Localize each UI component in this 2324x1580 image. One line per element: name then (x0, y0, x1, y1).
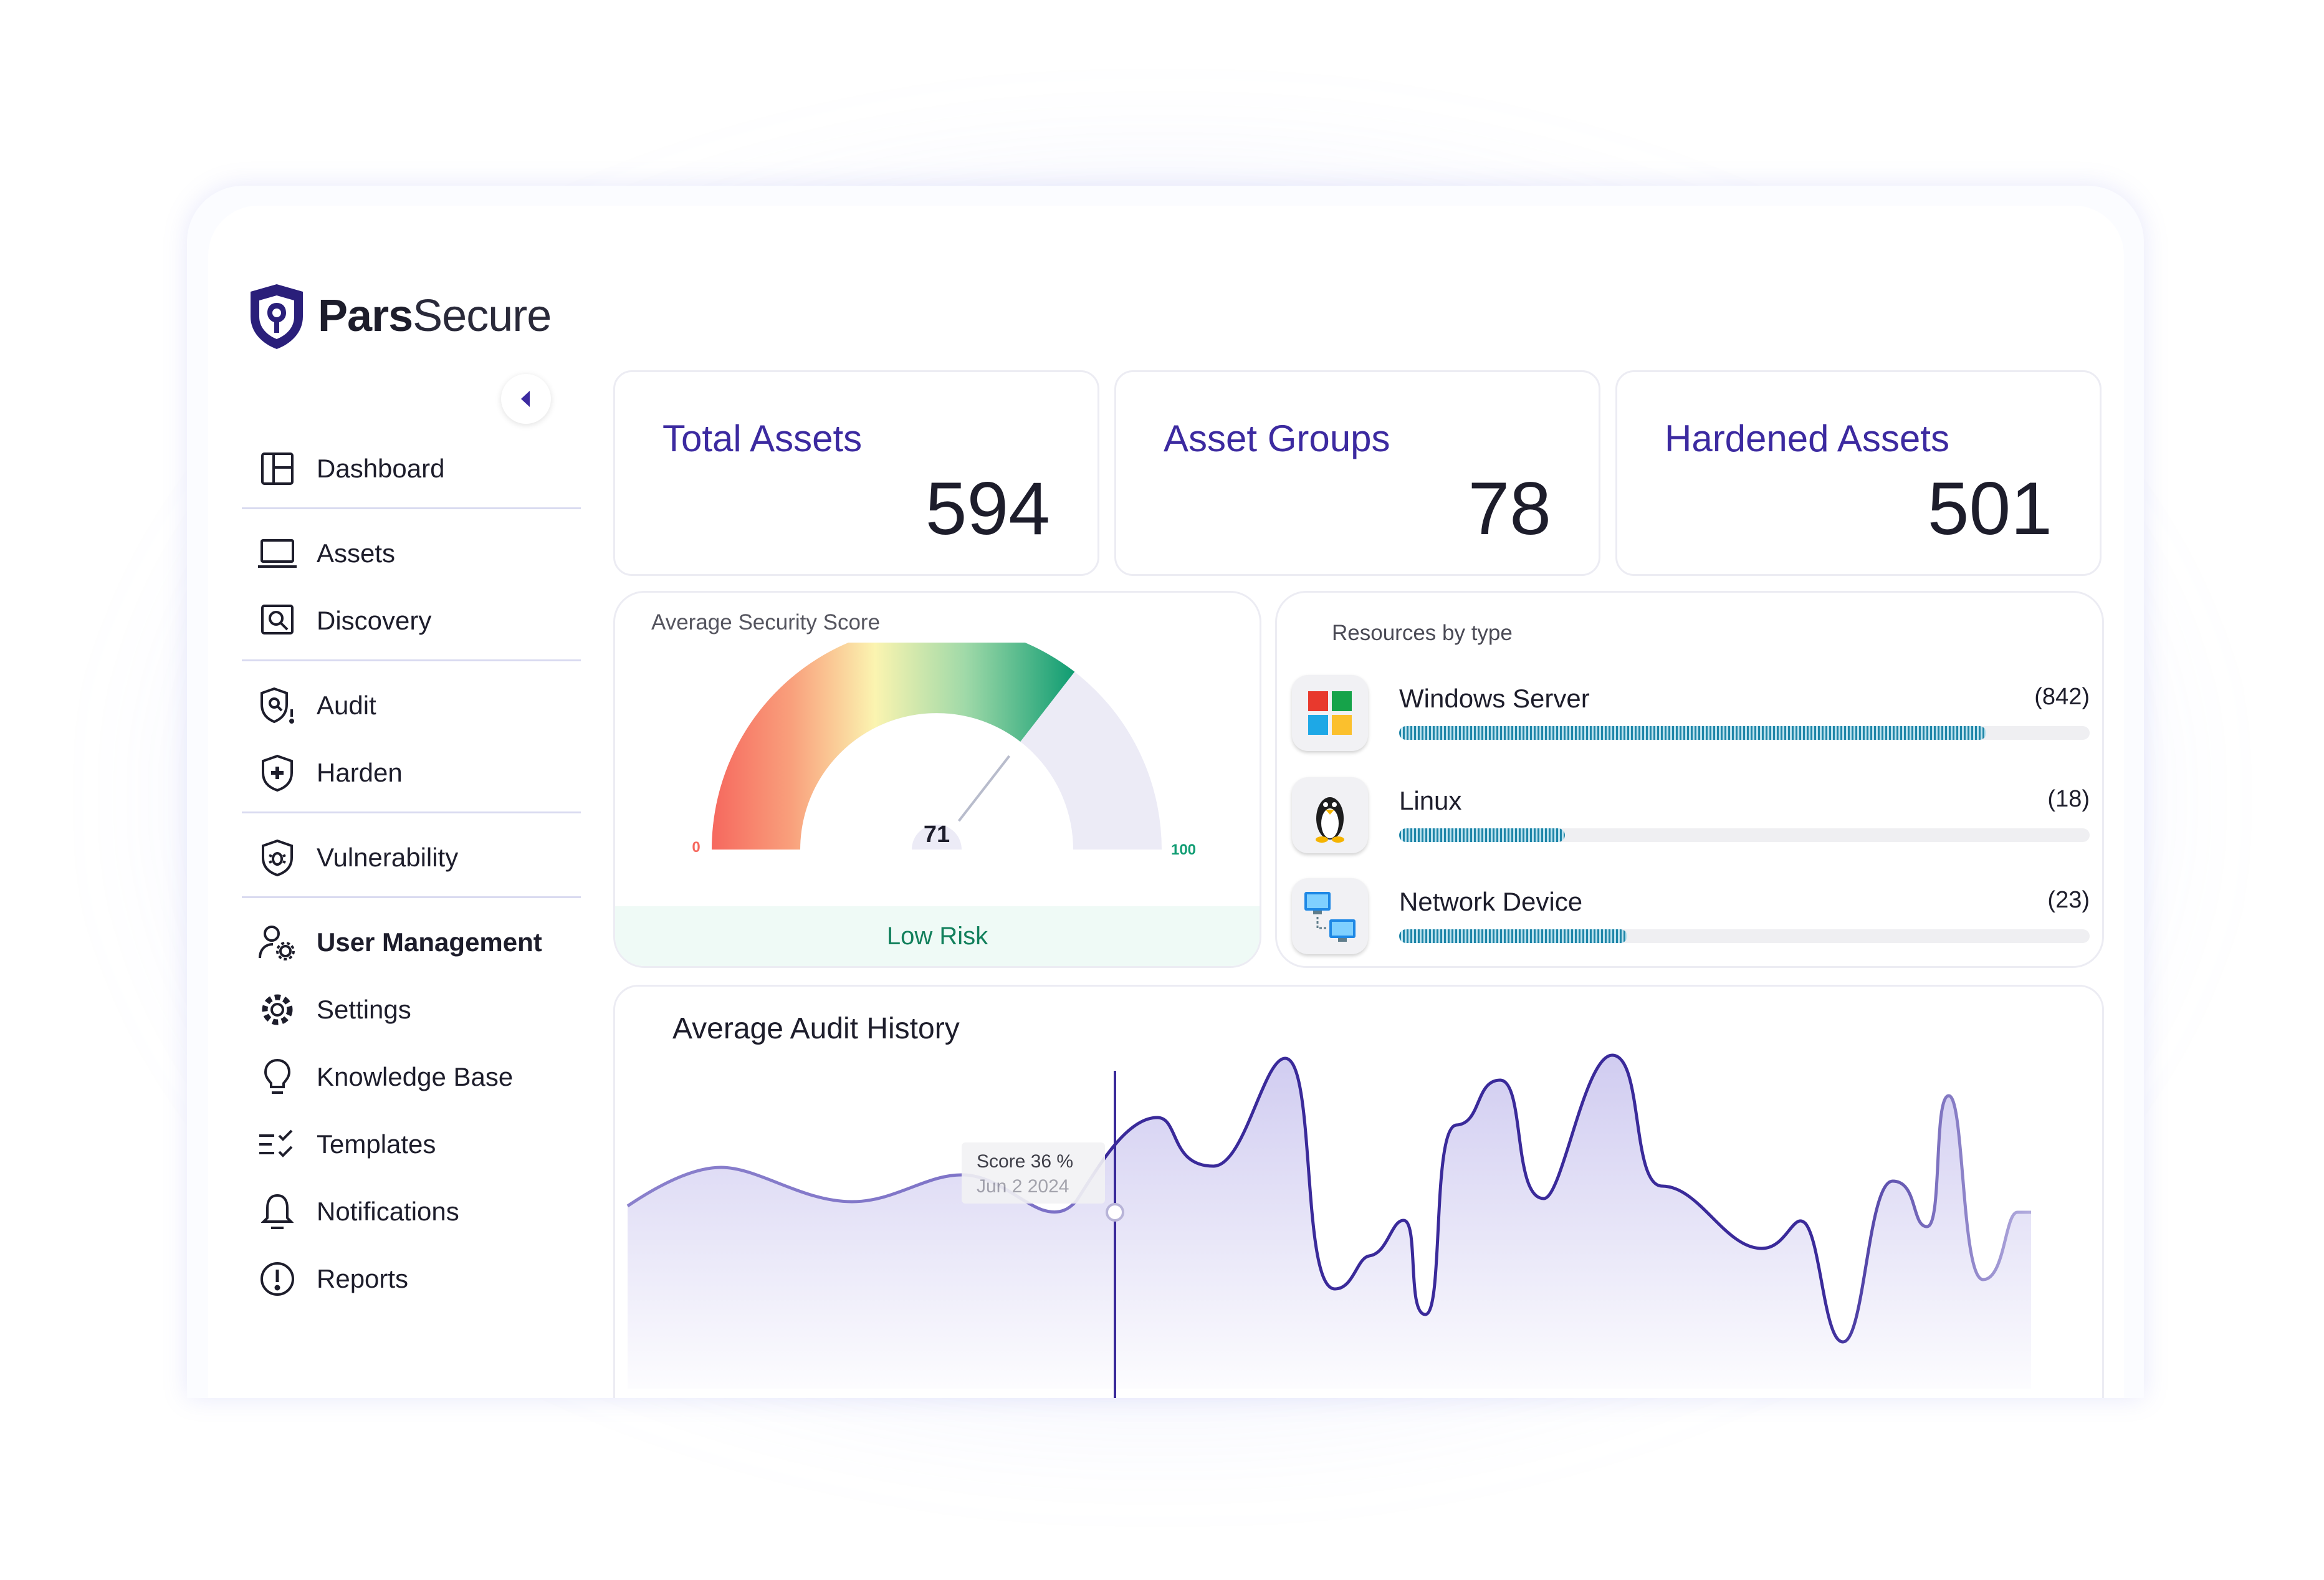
sidebar-item-label: Assets (317, 539, 396, 568)
gauge-min-label: 0 (692, 839, 700, 856)
audit-history-card: Average Audit History Sc (613, 985, 2104, 1398)
sidebar-item-label: User Management (317, 927, 542, 957)
sidebar-item-label: Settings (317, 995, 411, 1024)
bug-shield-icon (258, 838, 297, 877)
sidebar-divider (242, 507, 581, 509)
stat-title: Hardened Assets (1665, 418, 1949, 459)
sidebar-item-label: Harden (317, 758, 403, 787)
discovery-search-icon (258, 601, 297, 640)
shield-logo-icon (251, 284, 303, 349)
stat-value: 501 (1927, 467, 2052, 550)
resource-bar-fill (1399, 929, 1627, 943)
gauge-score-value: 71 (924, 821, 950, 848)
sidebar-item-discovery[interactable]: Discovery (258, 596, 431, 646)
app-window: ParsSecure Dashboard Assets Discovery (208, 206, 2124, 1398)
linux-penguin-icon (1292, 777, 1368, 853)
gauge-score-bubble (912, 825, 962, 850)
sidebar-item-label: Vulnerability (317, 843, 459, 872)
sidebar-item-templates[interactable]: Templates (258, 1119, 436, 1169)
sidebar-item-notifications[interactable]: Notifications (258, 1187, 459, 1237)
stat-value: 78 (1468, 467, 1551, 550)
resource-count: (842) (2034, 684, 2090, 710)
resource-bar-track (1399, 828, 2090, 842)
audit-history-chart[interactable] (615, 987, 2104, 1398)
sidebar-item-label: Templates (317, 1129, 436, 1159)
brand-name-bold: Pars (318, 291, 413, 341)
hardened-assets-card[interactable]: Hardened Assets 501 (1615, 370, 2102, 576)
sidebar-divider (242, 812, 581, 813)
resource-bar-fill (1399, 828, 1565, 842)
stat-title: Asset Groups (1164, 418, 1390, 459)
sidebar-item-label: Knowledge Base (317, 1062, 514, 1091)
sidebar-item-harden[interactable]: Harden (258, 748, 403, 798)
resource-name: Windows Server (1399, 684, 1590, 713)
resources-by-type-card: Resources by type Windows Server (842) L… (1275, 591, 2104, 968)
resource-count: (18) (2047, 786, 2090, 812)
sidebar-item-settings[interactable]: Settings (258, 985, 411, 1035)
stat-title: Total Assets (662, 418, 863, 459)
sidebar-item-label: Audit (317, 691, 376, 720)
sidebar-item-audit[interactable]: Audit (258, 681, 376, 730)
alert-circle-icon (258, 1260, 297, 1298)
audit-history-area (628, 1055, 2031, 1389)
laptop-icon (258, 534, 297, 573)
resource-row-network-device[interactable]: Network Device (23) (1292, 878, 2096, 965)
chevron-left-icon (521, 391, 530, 407)
resource-row-windows[interactable]: Windows Server (842) (1292, 675, 2096, 762)
sidebar-item-label: Dashboard (317, 454, 445, 483)
sidebar-divider (242, 659, 581, 661)
audit-shield-icon (258, 686, 297, 725)
gauge-fill (712, 643, 1075, 850)
checklist-icon (258, 1125, 297, 1164)
user-gear-icon (258, 923, 297, 962)
resource-name: Network Device (1399, 887, 1583, 916)
sidebar-item-knowledge-base[interactable]: Knowledge Base (258, 1052, 513, 1102)
sidebar-item-label: Notifications (317, 1197, 459, 1226)
shield-plus-icon (258, 754, 297, 792)
tooltip-score: Score 36 % (977, 1151, 1074, 1172)
bell-icon (258, 1192, 297, 1231)
audit-history-marker[interactable] (1106, 1203, 1124, 1222)
lightbulb-icon (258, 1058, 297, 1096)
audit-history-line (626, 1053, 2031, 1344)
resource-bar-fill (1399, 726, 1986, 740)
asset-groups-card[interactable]: Asset Groups 78 (1114, 370, 1600, 576)
resource-count: (23) (2047, 887, 2090, 913)
sidebar-item-dashboard[interactable]: Dashboard (258, 444, 444, 494)
risk-level-label: Low Risk (886, 922, 988, 950)
resource-row-linux[interactable]: Linux (18) (1292, 777, 2096, 864)
audit-history-title: Average Audit History (672, 1012, 960, 1045)
total-assets-card[interactable]: Total Assets 594 (613, 370, 1099, 576)
sidebar-item-label: Discovery (317, 606, 432, 635)
dashboard-icon (258, 449, 297, 488)
security-score-card: Average Security Score 71 0 100 Low Risk (613, 591, 1261, 968)
sidebar-item-user-management[interactable]: User Management (258, 917, 542, 967)
resource-name: Linux (1399, 786, 1462, 815)
audit-history-tooltip: Score 36 % Jun 2 2024 (962, 1142, 1105, 1204)
resource-bar-track (1399, 929, 2090, 943)
sidebar-item-label: Reports (317, 1264, 409, 1293)
brand-name-light: Secure (413, 291, 552, 341)
sidebar-divider (242, 896, 581, 898)
sidebar-collapse-button[interactable] (501, 374, 551, 424)
network-device-icon (1292, 878, 1368, 954)
sidebar-item-reports[interactable]: Reports (258, 1254, 408, 1304)
sidebar-item-vulnerability[interactable]: Vulnerability (258, 833, 458, 883)
security-score-title: Average Security Score (651, 610, 881, 634)
gauge-needle (957, 755, 1011, 822)
gauge-max-label: 100 (1171, 841, 1196, 858)
sidebar: Dashboard Assets Discovery Audit (226, 206, 581, 1398)
sidebar-item-assets[interactable]: Assets (258, 529, 395, 578)
security-gauge: 71 0 100 (692, 643, 1196, 858)
stat-value: 594 (925, 467, 1050, 550)
resource-bar-track (1399, 726, 2090, 740)
resources-title: Resources by type (1332, 621, 1513, 645)
windows-icon (1292, 675, 1368, 751)
gear-icon (258, 990, 297, 1029)
tooltip-date: Jun 2 2024 (977, 1176, 1069, 1197)
risk-level-footer: Low Risk (615, 906, 1260, 966)
brand-logo: ParsSecure (247, 282, 552, 350)
